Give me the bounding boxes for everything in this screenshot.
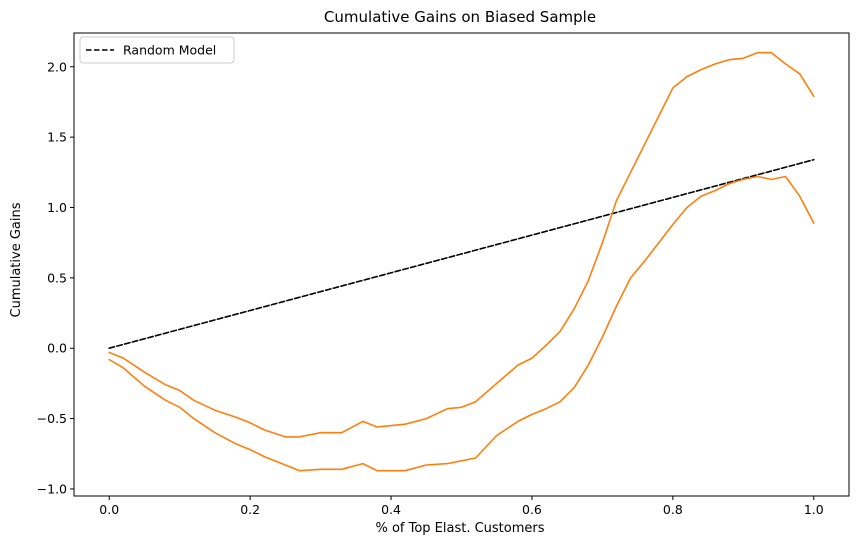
series-line-gains-2 (108, 175, 815, 472)
plot-frame (73, 32, 850, 497)
x-axis-ticks: 0.0 0.2 0.4 0.6 0.8 1.0 (99, 496, 824, 517)
legend-label-random-model: Random Model (123, 43, 216, 58)
y-tick-label: 0.0 (47, 341, 67, 356)
series-layer (108, 51, 815, 472)
chart-title: Cumulative Gains on Biased Sample (324, 8, 596, 26)
series-line-gains-1 (108, 51, 815, 438)
y-tick-label: 1.5 (47, 130, 67, 145)
x-tick-label: 1.0 (804, 502, 824, 517)
x-tick-label: 0.8 (663, 502, 683, 517)
y-tick-label: 0.5 (47, 270, 67, 285)
x-tick-label: 0.6 (522, 502, 542, 517)
legend: Random Model (79, 36, 235, 64)
y-tick-label: 2.0 (47, 59, 67, 74)
y-axis-label: Cumulative Gains (9, 202, 24, 317)
y-axis-ticks: −1.0 −0.5 0.0 0.5 1.0 1.5 2.0 (37, 59, 74, 496)
x-axis-label: % of Top Elast. Customers (375, 521, 544, 536)
x-tick-label: 0.4 (381, 502, 401, 517)
y-tick-label: −0.5 (37, 411, 67, 426)
y-tick-label: −1.0 (37, 481, 67, 496)
x-tick-label: 0.2 (240, 502, 260, 517)
y-tick-label: 1.0 (47, 200, 67, 215)
series-line-random-model (108, 158, 815, 350)
x-tick-label: 0.0 (99, 502, 119, 517)
legend-box (79, 36, 235, 64)
